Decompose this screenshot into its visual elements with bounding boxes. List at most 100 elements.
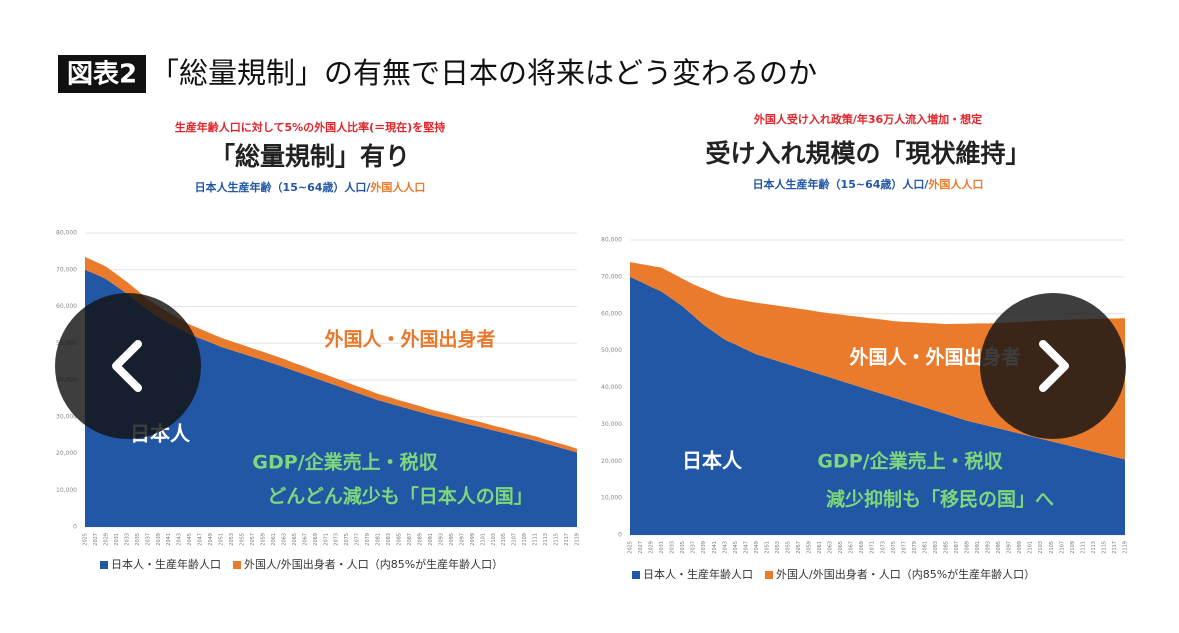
x-tick-label: 2081	[922, 541, 928, 554]
x-tick-label: 2113	[543, 533, 549, 546]
x-tick-label: 2083	[386, 533, 392, 546]
x-tick-label: 2109	[1070, 541, 1076, 554]
x-tick-label: 2075	[891, 541, 897, 554]
x-tick-label: 2097	[1007, 541, 1013, 554]
x-tick-label: 2111	[533, 533, 539, 546]
x-tick-label: 2029	[649, 541, 655, 554]
x-tick-label: 2041	[166, 533, 172, 546]
chart-note: 外国人受け入れ政策/年36万人流入増加・想定	[753, 112, 982, 126]
y-tick-label: 50,000	[601, 347, 622, 354]
x-tick-label: 2103	[491, 533, 497, 546]
subtitle-foreign: 外国人人口	[369, 180, 425, 194]
x-tick-label: 2093	[438, 533, 444, 546]
y-tick-label: 30,000	[601, 421, 622, 428]
x-tick-label: 2085	[943, 541, 949, 554]
x-tick-label: 2101	[480, 533, 486, 546]
x-tick-label: 2057	[796, 541, 802, 554]
x-tick-label: 2063	[828, 541, 834, 554]
legend-swatch	[100, 561, 108, 569]
x-tick-label: 2107	[512, 533, 518, 546]
x-tick-label: 2041	[712, 541, 718, 554]
x-tick-label: 2083	[933, 541, 939, 554]
x-tick-label: 2039	[701, 541, 707, 554]
x-tick-label: 2095	[996, 541, 1002, 554]
x-tick-label: 2117	[1112, 541, 1118, 554]
x-tick-label: 2109	[522, 533, 528, 546]
y-tick-label: 60,000	[56, 303, 77, 310]
x-tick-label: 2055	[240, 533, 246, 546]
page-title: 「総量規制」の有無で日本の将来はどう変わるのか	[150, 56, 817, 90]
x-tick-label: 2075	[344, 533, 350, 546]
x-tick-label: 2031	[114, 533, 120, 546]
area	[630, 276, 1125, 535]
x-tick-label: 2047	[198, 533, 204, 546]
legend-label: 日本人・生産年齢人口	[643, 567, 753, 581]
x-tick-label: 2081	[376, 533, 382, 546]
y-tick-label: 10,000	[601, 495, 622, 502]
x-tick-label: 2079	[365, 533, 371, 546]
arrow-circle	[980, 293, 1126, 439]
y-tick-label: 40,000	[601, 384, 622, 391]
subtitle-japanese: 日本人生産年齢（15~64歳）人口/	[753, 177, 930, 191]
x-tick-label: 2097	[459, 533, 465, 546]
x-tick-label: 2099	[470, 533, 476, 546]
y-tick-label: 80,000	[56, 230, 77, 237]
x-tick-label: 2037	[145, 533, 151, 546]
x-tick-label: 2033	[124, 533, 130, 546]
x-tick-label: 2115	[554, 533, 560, 546]
legend-swatch	[632, 571, 640, 579]
x-tick-label: 2089	[417, 533, 423, 546]
x-tick-label: 2101	[1028, 541, 1034, 554]
y-tick-label: 70,000	[601, 273, 622, 280]
x-tick-label: 2085	[397, 533, 403, 546]
x-tick-label: 2043	[722, 541, 728, 554]
y-tick-label: 20,000	[56, 450, 77, 457]
x-tick-label: 2067	[302, 533, 308, 546]
carousel-arrow[interactable]	[980, 293, 1126, 439]
annotation: GDP/企業売上・税収	[817, 450, 1003, 473]
x-tick-label: 2087	[407, 533, 413, 546]
annotation: どんどん減少も「日本人の国」	[267, 485, 532, 508]
x-tick-label: 2087	[954, 541, 960, 554]
x-tick-label: 2115	[1101, 541, 1107, 554]
legend-swatch	[765, 571, 773, 579]
legend-swatch	[233, 561, 241, 569]
x-tick-label: 2063	[281, 533, 287, 546]
x-tick-label: 2031	[659, 541, 665, 554]
x-tick-label: 2117	[564, 533, 570, 546]
legend-label: 日本人・生産年齢人口	[111, 557, 221, 571]
x-tick-label: 2103	[1038, 541, 1044, 554]
carousel-arrow[interactable]	[55, 293, 201, 439]
x-tick-label: 2035	[135, 533, 141, 546]
y-tick-label: 10,000	[56, 487, 77, 494]
y-tick-label: 0	[73, 524, 77, 531]
x-tick-label: 2099	[1017, 541, 1023, 554]
x-tick-label: 2113	[1091, 541, 1097, 554]
arrow-circle	[55, 293, 201, 439]
chart-title: 受け入れ規模の「現状維持」	[705, 139, 1030, 168]
annotation: GDP/企業売上・税収	[252, 451, 438, 474]
x-tick-label: 2059	[807, 541, 813, 554]
x-tick-label: 2049	[754, 541, 760, 554]
x-tick-label: 2047	[743, 541, 749, 554]
subtitle-foreign: 外国人人口	[927, 177, 983, 191]
annotation: 外国人・外国出身者	[324, 328, 495, 351]
y-tick-label: 30,000	[56, 413, 77, 420]
chart-subtitle: 日本人生産年齢（15~64歳）人口/外国人人口	[753, 177, 984, 191]
y-tick-label: 0	[618, 532, 622, 539]
x-tick-label: 2065	[292, 533, 298, 546]
y-tick-label: 20,000	[601, 458, 622, 465]
x-tick-label: 2065	[838, 541, 844, 554]
x-tick-label: 2095	[449, 533, 455, 546]
x-tick-label: 2079	[912, 541, 918, 554]
x-tick-label: 2053	[775, 541, 781, 554]
x-tick-label: 2045	[733, 541, 739, 554]
x-tick-label: 2035	[680, 541, 686, 554]
x-tick-label: 2051	[764, 541, 770, 554]
x-tick-label: 2093	[986, 541, 992, 554]
x-tick-label: 2069	[313, 533, 319, 546]
subtitle-japanese: 日本人生産年齢（15~64歳）人口/	[195, 180, 372, 194]
x-tick-label: 2061	[817, 541, 823, 554]
x-tick-label: 2119	[575, 533, 581, 546]
x-tick-label: 2039	[156, 533, 162, 546]
